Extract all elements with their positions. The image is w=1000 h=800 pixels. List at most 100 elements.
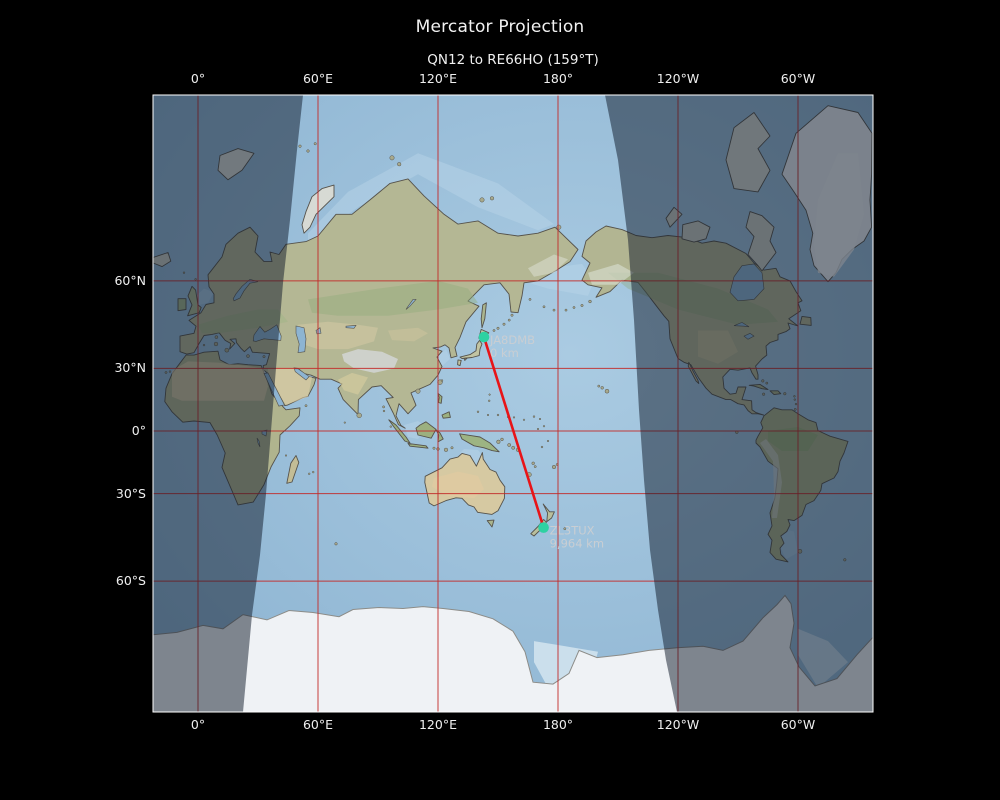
island-dot bbox=[382, 409, 386, 413]
island-dot bbox=[304, 404, 308, 408]
island-dot bbox=[507, 318, 511, 322]
island-dot bbox=[489, 196, 495, 201]
island-dot bbox=[308, 472, 311, 475]
island-dot bbox=[563, 527, 567, 531]
island-dot bbox=[389, 425, 392, 428]
x-tick-label: 0° bbox=[190, 717, 206, 732]
island-dot bbox=[450, 446, 454, 450]
marker-distance-label: 9,964 km bbox=[550, 537, 604, 551]
landmass-java bbox=[407, 442, 429, 449]
island-dot bbox=[551, 464, 557, 470]
island-dot bbox=[476, 410, 480, 413]
island-dot bbox=[546, 439, 550, 443]
island-dot bbox=[532, 415, 536, 418]
terrain-tibet-plateau bbox=[342, 349, 398, 373]
station-marker bbox=[538, 522, 549, 533]
island-dot bbox=[540, 445, 544, 449]
island-dot bbox=[588, 299, 592, 304]
island-dot bbox=[564, 308, 568, 312]
landmass-new-zealand-north bbox=[542, 503, 555, 523]
island-dot bbox=[510, 313, 514, 317]
landmass-madagascar bbox=[286, 455, 300, 484]
terrain-gobi bbox=[388, 327, 428, 342]
map-border bbox=[152, 94, 874, 713]
x-tick-label: 180° bbox=[542, 71, 574, 86]
landmass-tasmania bbox=[486, 519, 495, 528]
x-tick-label: 60°E bbox=[302, 717, 334, 732]
y-tick-label: 60°N bbox=[114, 272, 146, 288]
island-dot bbox=[343, 421, 346, 424]
island-dot bbox=[572, 306, 576, 309]
x-tick-label: 120°E bbox=[418, 717, 457, 732]
lake-lake-baikal bbox=[405, 299, 417, 310]
landmass-shikoku bbox=[463, 357, 468, 361]
island-dot bbox=[511, 445, 516, 450]
landmass-luzon bbox=[437, 392, 443, 404]
island-dot bbox=[502, 322, 506, 326]
island-dot bbox=[415, 388, 421, 394]
x-tick-label: 0° bbox=[190, 71, 206, 86]
shallow-arctic-shelf bbox=[308, 153, 554, 245]
island-dot bbox=[397, 162, 402, 167]
great-circle-path bbox=[482, 335, 545, 529]
island-dot bbox=[382, 405, 385, 409]
lake-caspian-sea bbox=[295, 325, 307, 354]
island-dot bbox=[389, 155, 395, 161]
island-dot bbox=[496, 326, 500, 330]
y-tick-label: 0° bbox=[131, 423, 146, 438]
marker-callsign-label: ZL3TUX bbox=[550, 524, 595, 538]
night-shade-east bbox=[605, 95, 873, 712]
island-dot bbox=[500, 437, 504, 442]
island-dot bbox=[538, 417, 542, 421]
x-tick-label: 120°W bbox=[656, 71, 700, 86]
island-dot bbox=[531, 461, 535, 465]
island-dot bbox=[492, 329, 496, 332]
island-dot bbox=[542, 425, 546, 428]
island-dot bbox=[440, 379, 444, 382]
island-dot bbox=[552, 308, 556, 312]
marker-distance-label: 0 km bbox=[490, 346, 519, 360]
lake-lake-balkhash bbox=[345, 325, 357, 329]
island-dot bbox=[488, 393, 491, 396]
x-tick-label: 120°W bbox=[656, 717, 700, 732]
island-dot bbox=[542, 305, 546, 309]
y-tick-label: 30°S bbox=[115, 485, 146, 501]
island-dot bbox=[600, 386, 604, 390]
landmass-kyushu bbox=[457, 359, 462, 367]
station-marker bbox=[478, 331, 490, 343]
landmass-mindanao bbox=[441, 411, 451, 419]
island-dot bbox=[597, 384, 601, 388]
island-dot bbox=[528, 298, 532, 301]
terrain-india-plain bbox=[338, 372, 368, 395]
landmass-new-guinea bbox=[459, 433, 500, 453]
x-tick-label: 60°W bbox=[780, 71, 816, 86]
landmass-sakhalin bbox=[480, 302, 487, 329]
island-dot bbox=[488, 399, 491, 402]
island-dot bbox=[507, 443, 512, 447]
figure-title: Mercator Projection bbox=[415, 17, 585, 37]
island-dot bbox=[313, 142, 317, 146]
terrain-arabia-desert bbox=[268, 368, 312, 405]
x-tick-label: 60°E bbox=[302, 71, 334, 86]
y-tick-label: 60°S bbox=[115, 573, 146, 589]
island-dot bbox=[536, 427, 540, 431]
island-dot bbox=[443, 447, 449, 452]
x-tick-label: 60°W bbox=[780, 717, 816, 732]
island-dot bbox=[580, 304, 584, 307]
terrain-siberia-taiga bbox=[308, 280, 478, 316]
island-dot bbox=[334, 542, 338, 546]
terrain-australia-outback bbox=[432, 471, 484, 499]
island-dot bbox=[522, 418, 526, 421]
island-dot bbox=[533, 465, 537, 468]
island-dot bbox=[298, 144, 302, 148]
island-dot bbox=[556, 224, 562, 230]
island-dot bbox=[312, 470, 315, 474]
island-dot bbox=[512, 416, 516, 419]
island-dot bbox=[496, 413, 500, 417]
island-dot bbox=[479, 197, 485, 203]
island-dot bbox=[604, 388, 610, 394]
x-tick-label: 120°E bbox=[418, 71, 457, 86]
